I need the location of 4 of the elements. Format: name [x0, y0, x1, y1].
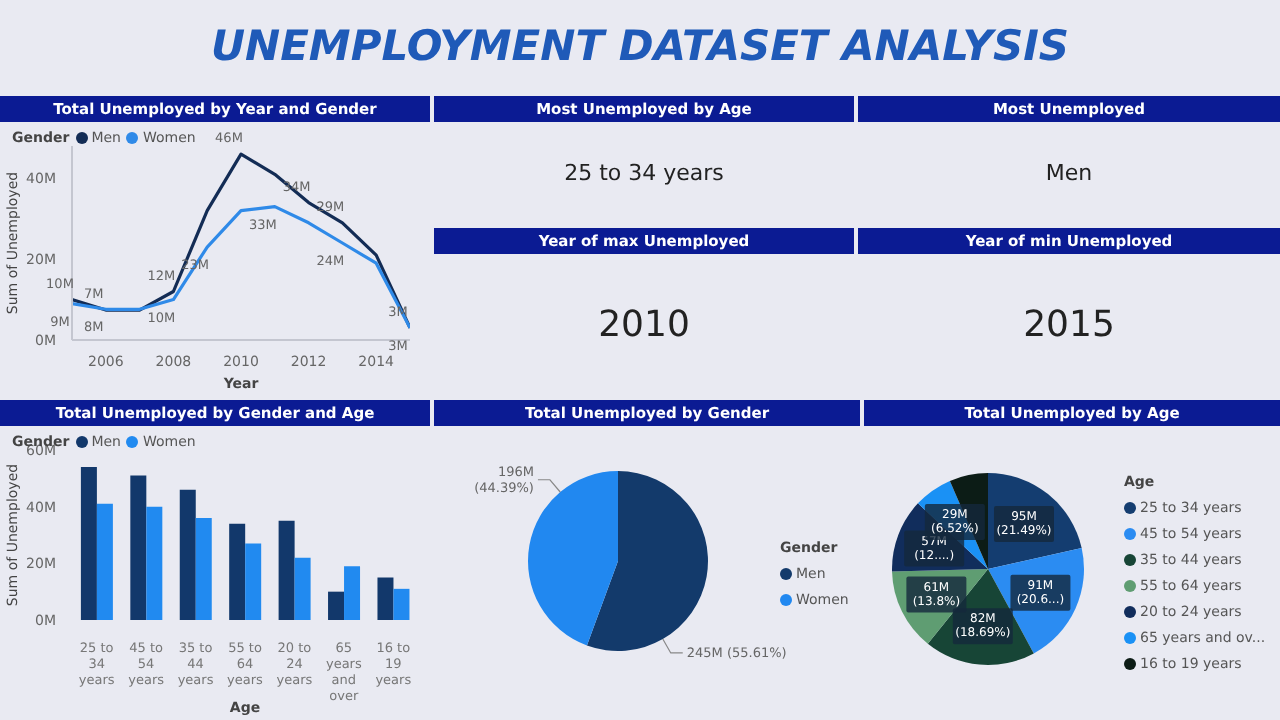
text: Men — [1043, 158, 1095, 190]
text: 2015 — [1021, 302, 1117, 350]
text: 25 to 34 years — [562, 158, 726, 190]
text: UNEMPLOYMENT DATASET ANALYSIS — [208, 20, 1072, 74]
